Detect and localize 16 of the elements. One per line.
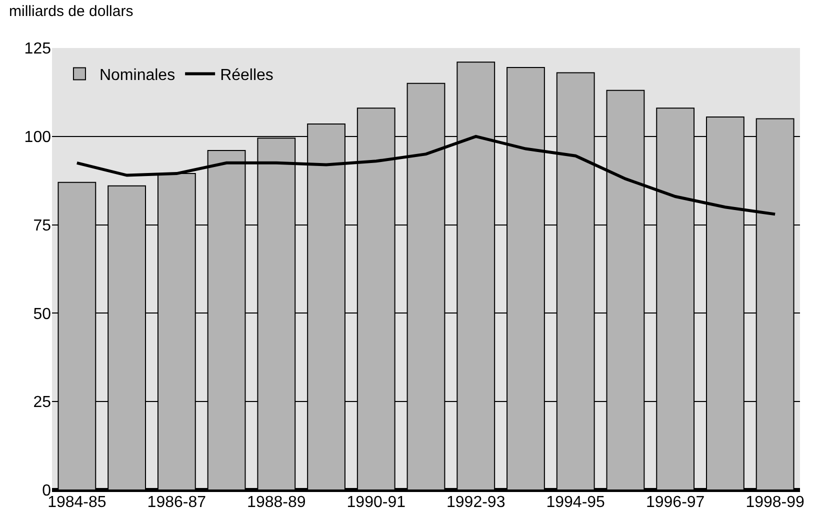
x-tick-label: 1998-99 xyxy=(746,494,805,511)
x-tick-label: 1994-95 xyxy=(546,494,606,511)
y-tick-label: 50 xyxy=(33,306,52,323)
x-tick-label: 1990-91 xyxy=(346,494,406,511)
x-tick-label: 1986-87 xyxy=(147,494,206,511)
y-tick-label: 25 xyxy=(33,394,52,412)
y-tick-label: 125 xyxy=(24,40,52,58)
x-tick-label: 1988-89 xyxy=(247,494,306,511)
x-tick-label: 1996-97 xyxy=(646,494,705,511)
legend-label: Nominales xyxy=(99,66,176,84)
y-tick-label: 75 xyxy=(33,217,52,234)
y-axis-title: milliards de dollars xyxy=(9,3,134,20)
legend-label: Réelles xyxy=(220,66,274,84)
x-tick-label: 1984-85 xyxy=(48,494,106,511)
x-tick-label: 1992-93 xyxy=(446,494,506,511)
y-tick-label: 100 xyxy=(24,129,52,146)
